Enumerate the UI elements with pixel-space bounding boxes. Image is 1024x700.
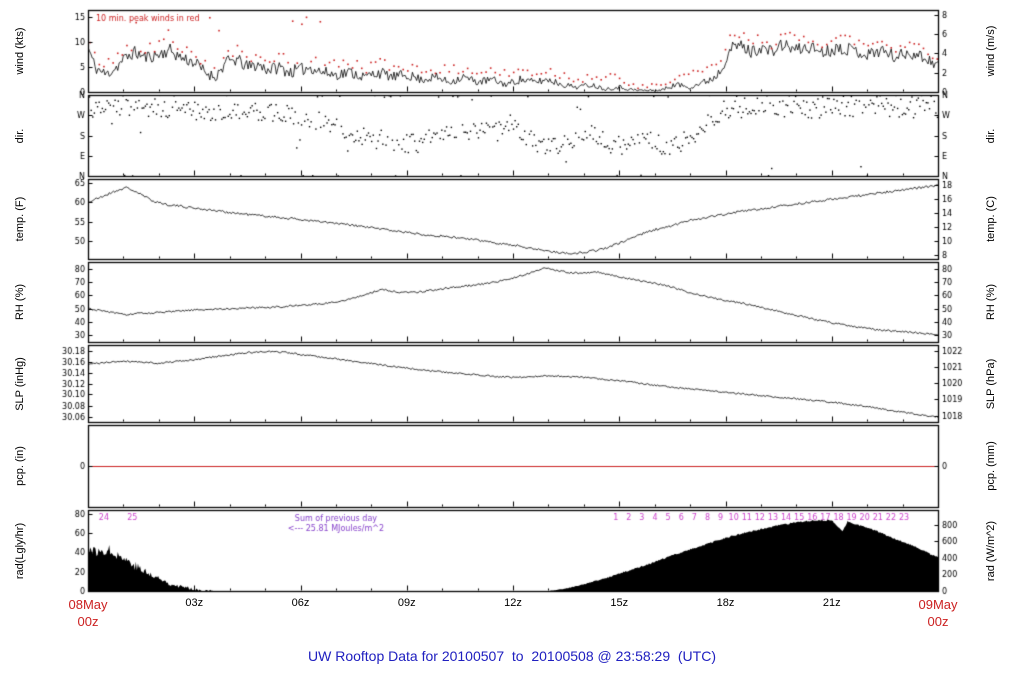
ylabel-left-pcp: pcp. (in) [14,446,26,486]
x-end-hour: 00z [927,614,949,629]
x-start-label: 08May 00z [68,596,107,630]
x-tick-18z: 18z [716,597,735,609]
ylabel-right-dir: dir. [985,128,997,143]
x-start-hour: 00z [77,614,99,629]
ylabel-right-temp: temp. (C) [985,196,997,242]
ylabel-left-rad: rad(Lgly/hr) [14,522,26,579]
x-tick-15z: 15z [610,597,629,609]
ylabel-left-wind: wind (kts) [14,27,26,75]
x-tick-06z: 06z [291,597,310,609]
ylabel-left-temp: temp. (F) [14,196,26,242]
ylabel-right-wind: wind (m/s) [985,25,997,77]
x-tick-09z: 09z [397,597,416,609]
ylabel-left-rh: RH (%) [14,283,26,321]
ylabel-right-slp: SLP (hPa) [985,358,997,409]
figure-title: UW Rooftop Data for 20100507 to 20100508… [307,648,717,664]
ylabel-left-dir: dir. [14,128,26,143]
ylabel-left-slp: SLP (inHg) [14,356,26,411]
x-tick-03z: 03z [185,597,204,609]
x-tick-21z: 21z [822,597,841,609]
ylabel-right-rh: RH (%) [985,283,997,321]
x-start-date: 08May [68,597,108,612]
ylabel-right-rad: rad (W/m^2) [985,520,997,581]
x-end-label: 09May 00z [918,596,957,630]
ylabel-right-pcp: pcp. (mm) [985,441,997,491]
x-tick-12z: 12z [504,597,522,609]
x-end-date: 09May [918,597,958,612]
